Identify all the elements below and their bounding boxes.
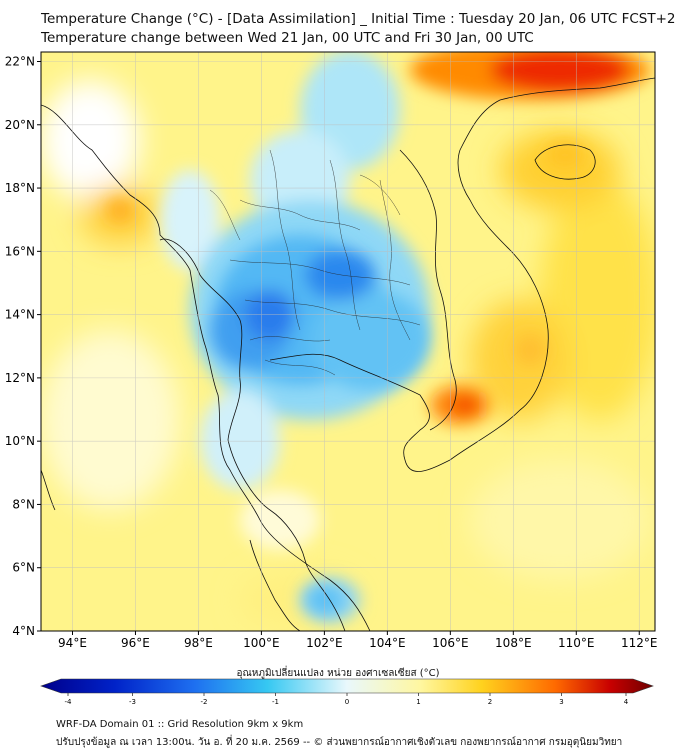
lat-label: 16°N <box>5 244 35 258</box>
lon-label: 112°E <box>621 636 658 650</box>
map-subtitle: Temperature change between Wed 21 Jan, 0… <box>41 30 534 46</box>
lat-label: 6°N <box>12 561 35 575</box>
colorbar-tick-label: 0 <box>345 698 349 706</box>
lat-label: 8°N <box>12 497 35 511</box>
lat-label: 10°N <box>5 434 35 448</box>
colorbar-tick-label: 4 <box>624 698 629 706</box>
coastlines <box>41 77 655 631</box>
lon-label: 104°E <box>369 636 406 650</box>
lat-label: 20°N <box>5 118 35 132</box>
lat-label: 22°N <box>5 54 35 68</box>
lat-label: 12°N <box>5 371 35 385</box>
longitude-labels: 94°E 96°E 98°E 100°E 102°E 104°E 106°E 108°E 110… <box>58 631 658 650</box>
update-credit: ปรับปรุงข้อมูล ณ เวลา 13:00น. วัน อ. ที่… <box>56 737 623 748</box>
map-frame <box>40 51 656 632</box>
model-info: WRF-DA Domain 01 :: Grid Resolution 9km … <box>56 719 304 730</box>
colorbar-title: อุณหภูมิเปลี่ยนแปลง หน่วย องศาเซลเซียส (… <box>236 668 440 679</box>
colorbar-tick-label: 2 <box>488 698 492 706</box>
colorbar-tick-label: -3 <box>129 698 136 706</box>
colorbar-tick-label: -4 <box>65 698 73 706</box>
lon-label: 102°E <box>306 636 343 650</box>
map-title: Temperature Change (°C) - [Data Assimila… <box>41 11 676 27</box>
lon-label: 98°E <box>184 636 213 650</box>
lon-label: 110°E <box>558 636 595 650</box>
colorbar-gradient <box>40 678 654 694</box>
lon-label: 106°E <box>432 636 469 650</box>
lon-label: 108°E <box>495 636 532 650</box>
colorbar-ticks: -4 -3 -2 -1 0 1 2 3 4 <box>65 693 629 706</box>
lon-label: 94°E <box>58 636 87 650</box>
latitude-labels: 22°N 20°N 18°N 16°N 14°N 12°N 10°N 8°N 6°N 4°N <box>5 54 41 638</box>
temperature-field <box>41 52 655 631</box>
colorbar-tick-label: -1 <box>272 698 279 706</box>
colorbar-tick-label: 3 <box>559 698 563 706</box>
colorbar: -4 -3 -2 -1 0 1 2 3 4 <box>40 678 654 706</box>
admin-borders <box>209 149 421 376</box>
lon-label: 96°E <box>121 636 150 650</box>
colorbar-tick-label: -2 <box>201 698 208 706</box>
lat-label: 4°N <box>12 624 35 638</box>
lat-label: 18°N <box>5 181 35 195</box>
colorbar-tick-label: 1 <box>416 698 420 706</box>
lon-label: 100°E <box>243 636 280 650</box>
lat-label: 14°N <box>5 308 35 322</box>
